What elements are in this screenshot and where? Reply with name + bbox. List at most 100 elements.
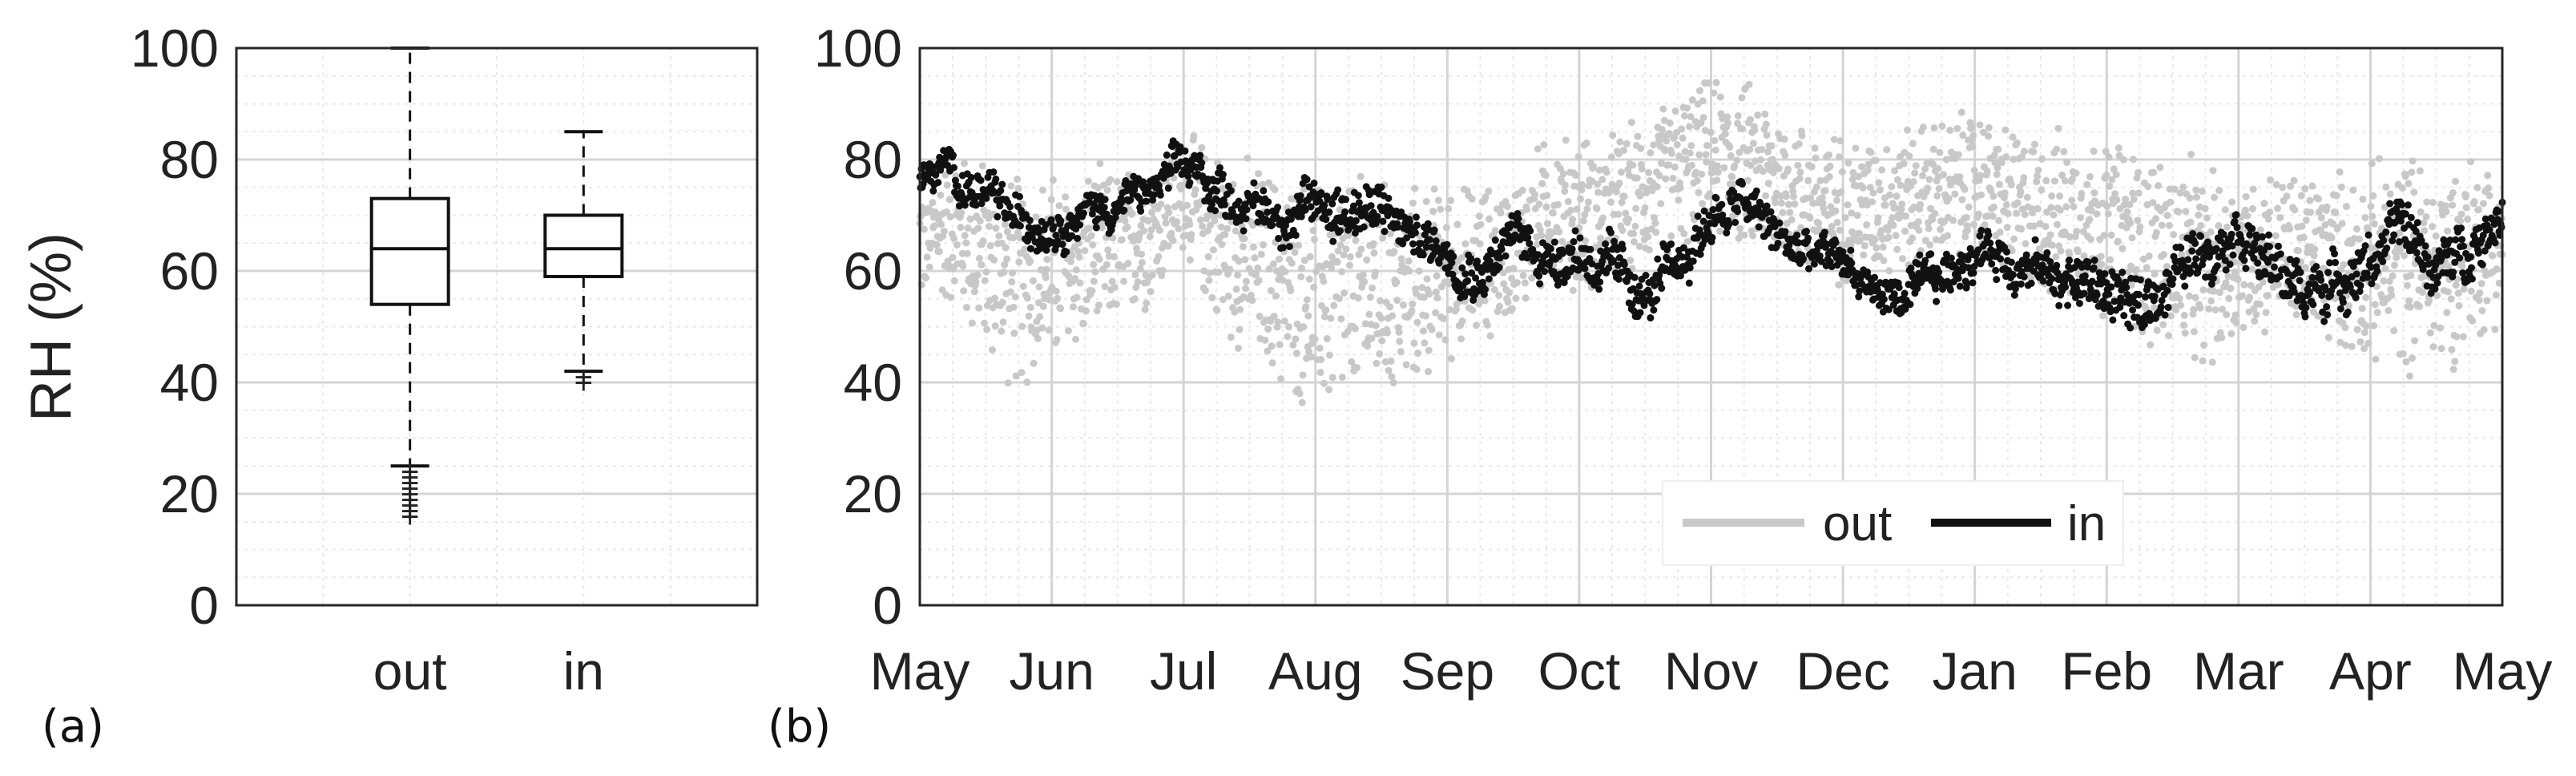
data-point-in: [1852, 281, 1860, 289]
data-point-out: [1042, 273, 1050, 281]
data-point-out: [2405, 297, 2413, 305]
data-point-out: [2030, 140, 2038, 148]
data-point-out: [2058, 172, 2066, 180]
data-point-out: [1651, 219, 1659, 227]
data-point-out: [1272, 292, 1280, 300]
data-point-out: [1835, 281, 1843, 289]
data-point-in: [2318, 291, 2326, 299]
data-point-out: [1074, 248, 1082, 256]
data-point-out: [1597, 234, 1605, 242]
data-point-out: [1112, 300, 1120, 308]
data-point-out: [2441, 202, 2449, 210]
x-tick-label: Nov: [1664, 641, 1758, 701]
data-point-out: [1232, 285, 1240, 293]
y-tick-label: 20: [844, 464, 902, 523]
data-point-out: [1014, 184, 1022, 192]
data-point-out: [1751, 126, 1759, 134]
data-point-out: [1289, 341, 1297, 349]
data-point-out: [990, 256, 998, 264]
data-point-out: [1026, 304, 1034, 312]
data-point-in: [1150, 191, 1158, 199]
data-point-out: [2231, 268, 2239, 276]
data-point-out: [1935, 184, 1943, 192]
data-point-out: [1969, 143, 1977, 151]
data-point-out: [1052, 287, 1060, 295]
data-point-out: [2159, 251, 2167, 259]
data-point-out: [1909, 178, 1917, 186]
data-point-out: [922, 274, 930, 282]
data-point-out: [1534, 145, 1542, 153]
data-point-out: [1351, 325, 1359, 333]
data-point-out: [2001, 189, 2009, 197]
data-point-in: [1847, 246, 1855, 254]
data-point-out: [2286, 224, 2294, 232]
data-point-out: [1623, 139, 1631, 148]
data-point-in: [2356, 281, 2364, 289]
data-point-in: [2165, 269, 2173, 277]
data-point-out: [1305, 275, 1313, 283]
data-point-out: [1134, 278, 1142, 286]
data-point-out: [1428, 325, 1436, 333]
data-point-in: [2031, 236, 2039, 244]
data-point-in: [1461, 270, 1469, 278]
data-point-out: [2429, 343, 2437, 351]
data-point-in: [1514, 215, 1522, 223]
data-point-in: [1570, 238, 1578, 246]
data-point-out: [2466, 158, 2474, 166]
data-point-out: [1581, 211, 1589, 219]
data-point-out: [929, 199, 937, 207]
data-point-out: [1000, 269, 1008, 277]
data-point-out: [1418, 284, 1426, 292]
data-point-out: [1500, 280, 1508, 288]
data-point-out: [1389, 312, 1397, 320]
data-point-out: [1868, 198, 1876, 206]
data-point-in: [1651, 281, 1659, 289]
data-point-in: [2417, 236, 2425, 245]
data-point-out: [1393, 297, 1401, 305]
data-point-out: [2401, 172, 2409, 180]
data-point-out: [1476, 240, 1484, 248]
data-point-in: [1235, 197, 1243, 205]
data-point-out: [1433, 272, 1441, 280]
outlier-marker: +: [401, 460, 419, 495]
data-point-in: [2140, 321, 2148, 329]
data-point-out: [1009, 269, 1017, 277]
data-point-out: [1926, 204, 1934, 212]
data-point-out: [2126, 200, 2134, 208]
data-point-out: [2493, 265, 2501, 273]
data-point-out: [964, 224, 972, 232]
data-point-out: [1136, 265, 1144, 273]
data-point-out: [975, 304, 983, 312]
data-point-out: [1860, 242, 1869, 250]
data-point-in: [1026, 245, 1034, 253]
data-point-out: [1513, 279, 1521, 287]
data-point-out: [1087, 232, 1095, 240]
data-point-out: [1704, 79, 1712, 87]
data-point-in: [2207, 280, 2215, 288]
data-point-out: [1977, 191, 1985, 199]
data-point-out: [1891, 204, 1899, 212]
data-point-in: [1966, 245, 1974, 253]
data-point-out: [1869, 189, 1877, 197]
data-point-out: [1825, 172, 1833, 180]
data-point-out: [2266, 176, 2274, 184]
data-point-out: [2208, 358, 2216, 366]
data-point-out: [1141, 305, 1149, 313]
data-point-out: [1339, 234, 1347, 242]
data-point-in: [2209, 274, 2217, 282]
data-point-in: [1118, 198, 1126, 206]
data-point-out: [1693, 176, 1701, 184]
y-tick-label: 80: [160, 130, 219, 189]
data-point-out: [2156, 164, 2164, 172]
data-point-in: [2397, 217, 2405, 225]
data-point-out: [1079, 320, 1087, 328]
data-point-out: [2187, 151, 2195, 159]
data-point-out: [1795, 140, 1803, 148]
data-point-out: [2047, 204, 2055, 212]
data-point-out: [992, 224, 1000, 232]
data-point-in: [1581, 265, 1589, 273]
data-point-in: [1602, 240, 1610, 248]
data-point-in: [1163, 151, 1171, 159]
data-point-out: [1039, 302, 1047, 310]
data-point-in: [2292, 257, 2300, 265]
